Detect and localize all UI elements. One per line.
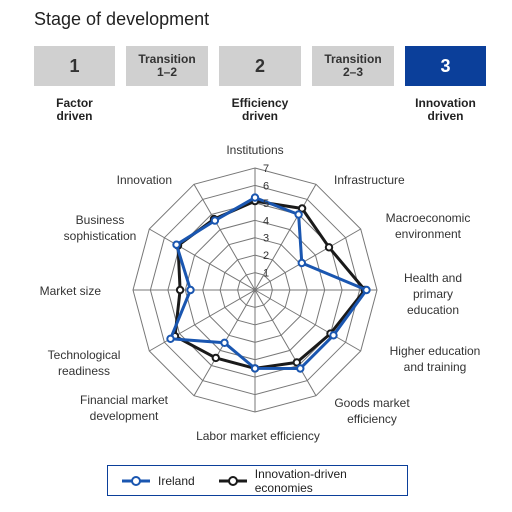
axis-label-line: readiness (58, 364, 110, 378)
innovation-driven-series-point (175, 285, 185, 295)
axis-label-line: Infrastructure (334, 173, 405, 187)
stage-box-label: 2 (254, 55, 265, 76)
stage-box-2: 2 (219, 46, 301, 86)
axis-label: Institutions (226, 143, 283, 157)
scale-tick-label: 2 (263, 250, 269, 262)
axis-label: Innovation (117, 173, 172, 187)
scale-tick-label: 5 (263, 198, 269, 210)
grid-spoke (254, 184, 317, 291)
axis-label-line: primary (413, 287, 453, 301)
stage-box-label: 3 (440, 55, 451, 76)
stage-caption-factor: Factor driven (56, 96, 93, 123)
axis-label: Infrastructure (334, 173, 405, 187)
stage-box-label: Transition 1–2 (138, 52, 196, 79)
radar-axis-labels: Institutions Infrastructure Macroeconomic e… (40, 143, 481, 443)
stage-box-transition-2-3: Transition 2–3 (312, 46, 394, 86)
grid-spoke (254, 289, 317, 396)
grid-spoke (254, 228, 361, 291)
axis-label-line: Labor market efficiency (196, 429, 320, 443)
stage-box-label: 1 (69, 55, 80, 76)
ireland-series-point (250, 193, 260, 202)
ireland-series-point (329, 331, 338, 340)
ireland-series-point (210, 216, 220, 225)
stage-box-label: Transition 2–3 (324, 52, 382, 79)
legend-label-innovation-driven: Innovation-driven economies (254, 466, 347, 495)
radar-chart: Institutions Infrastructure Macroeconomic e… (40, 143, 481, 443)
axis-label: Financial market development (80, 393, 169, 423)
axis-label-line: Market size (40, 284, 102, 298)
ireland-series-point (362, 285, 371, 295)
axis-label: Goods market efficiency (334, 396, 410, 426)
legend-item-ireland: Ireland (120, 466, 195, 495)
scale-tick-label: 4 (263, 215, 269, 227)
chart-legend: Ireland Innovation-driven economies (107, 465, 408, 496)
legend-item-innovation-driven: Innovation-driven economies (217, 466, 407, 495)
stage-box-1: 1 (34, 46, 115, 86)
axis-label: Business sophistication (64, 213, 137, 243)
ireland-series-point (166, 334, 175, 343)
legend-swatch-ireland (122, 475, 150, 486)
scale-tick-label: 3 (263, 233, 269, 245)
innovation-driven-series-point (292, 358, 301, 367)
ireland-series-point (294, 210, 303, 219)
axis-label-line: Technological (48, 348, 121, 362)
axis-label-line: and training (404, 360, 467, 374)
ireland-series-point (220, 338, 229, 347)
axis-label: Macroeconomic environment (386, 211, 471, 241)
ireland-series-point (250, 364, 260, 373)
ireland-series-point (186, 285, 195, 295)
axis-label-line: efficiency (347, 412, 397, 426)
scale-tick-label: 6 (263, 180, 269, 192)
ireland-series-point (296, 364, 305, 373)
axis-label-line: Institutions (226, 143, 283, 157)
axis-label-line: Health and (404, 271, 462, 285)
stage-box-transition-1-2: Transition 1–2 (126, 46, 208, 86)
scale-tick-label: 7 (263, 163, 269, 175)
stage-box-3: 3 (405, 46, 486, 86)
axis-label: Market size (40, 284, 102, 298)
axis-label-line: Goods market (334, 396, 410, 410)
ireland-series-point (297, 258, 306, 268)
axis-label-line: development (90, 409, 159, 423)
innovation-driven-series-point (211, 353, 221, 363)
scale-tick-label: 1 (263, 268, 269, 280)
innovation-driven-series-point (324, 243, 334, 252)
axis-label-line: Financial market (80, 393, 169, 407)
axis-label: Health and primary education (404, 271, 462, 317)
axis-label: Technological readiness (48, 348, 121, 378)
radar-scale-ticks: 1 2 3 4 5 6 7 (263, 163, 269, 280)
axis-label-line: Business (76, 213, 125, 227)
axis-label: Higher education and training (390, 344, 481, 374)
page-title: Stage of development (34, 9, 210, 29)
grid-spoke (149, 228, 256, 291)
grid-spoke (254, 289, 361, 352)
stage-caption-innovation: Innovation driven (415, 96, 476, 123)
legend-label-ireland: Ireland (158, 473, 195, 488)
stage-caption-efficiency: Efficiency driven (231, 96, 289, 123)
axis-label-line: sophistication (64, 229, 137, 243)
axis-label-line: Innovation (117, 173, 172, 187)
axis-label-line: education (407, 303, 459, 317)
axis-label: Labor market efficiency (196, 429, 320, 443)
axis-label-line: environment (395, 227, 462, 241)
grid-spoke (193, 184, 256, 291)
axis-label-line: Higher education (390, 344, 481, 358)
radar-series (166, 193, 371, 373)
legend-swatch-innovation-driven (219, 475, 247, 486)
innovation-driven-series-point (297, 204, 307, 213)
axis-label-line: Macroeconomic (386, 211, 471, 225)
ireland-series-point (172, 240, 181, 249)
